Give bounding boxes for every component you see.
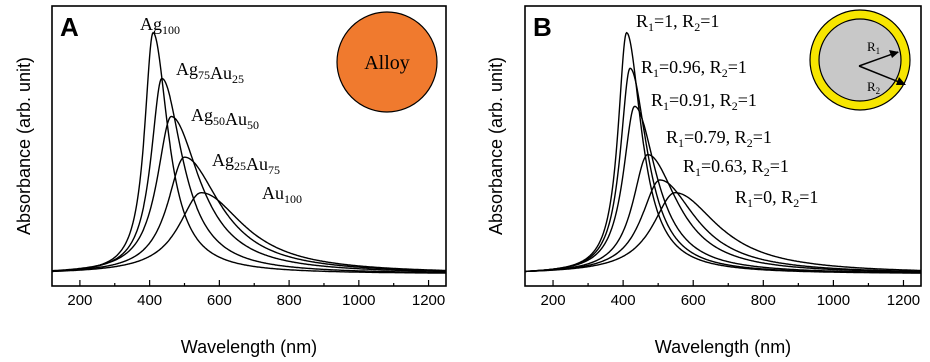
curve-label: R1=0.91, R2=1: [651, 90, 757, 113]
curve-label: Ag75Au25: [176, 59, 244, 86]
series-line-r1-0-79-r2-1: [525, 153, 921, 273]
x-tick-label: 200: [67, 292, 92, 309]
curve-label: R1=0.96, R2=1: [641, 57, 747, 80]
r2-arrow: [858, 65, 905, 85]
panel-a-plot-frame: [51, 5, 447, 287]
panel-b-curve-labels: R1=1, R2=1 R1=0.96, R2=1 R1=0.91, R2=1 R1=0…: [636, 11, 818, 210]
panel-b-letter: B: [533, 12, 552, 42]
panel-a-curves: [51, 31, 447, 274]
panel-a-curve-labels: Ag100 Ag75Au25 Ag50Au50 Ag25Au75 Au100: [140, 14, 302, 206]
series-line-ag50au50: [52, 115, 446, 273]
core-circle: [818, 18, 902, 102]
x-tick-label: 600: [681, 292, 706, 309]
series-line-ag75au25: [52, 77, 446, 274]
x-tick-label: 400: [611, 292, 636, 309]
series-line-au100: [52, 192, 447, 273]
series-line-ag25au75: [51, 156, 446, 272]
core-shell-inset: R1 R2: [809, 9, 911, 111]
panel-b-plot-frame: [524, 5, 922, 287]
series-line-r1-0-91-r2-1: [525, 105, 921, 274]
x-tick-label: 600: [207, 292, 232, 309]
r2-label: R2: [867, 79, 880, 96]
curve-label: Ag25Au75: [212, 150, 280, 177]
curve-label: Ag100: [140, 14, 180, 37]
curve-label: R1=0, R2=1: [735, 187, 818, 210]
x-tick-label: 800: [751, 292, 776, 309]
alloy-label: Alloy: [364, 52, 410, 74]
x-tick-label: 1000: [817, 292, 850, 309]
panel-a: A 200 400 600 800 1000 1200 Ag100 Ag75Au25 Ag50…: [14, 5, 447, 357]
panel-b-x-axis-title: Wavelength (nm): [655, 337, 791, 357]
x-tick-label: 1200: [887, 292, 920, 309]
curve-label: R1=0.63, R2=1: [683, 156, 789, 179]
r1-label: R1: [867, 39, 880, 56]
panel-b-y-axis-title: Absorbance (arb. unit): [486, 57, 506, 235]
series-line-r1-0-r2-1: [525, 192, 922, 273]
curve-label: R1=0.79, R2=1: [666, 127, 772, 150]
x-tick-label: 200: [541, 292, 566, 309]
panel-a-y-axis-title: Absorbance (arb. unit): [14, 57, 34, 235]
panel-b: B 200 400 600 800 1000 1200 R1=1, R2=1 R1=0.96…: [486, 5, 922, 357]
alloy-badge: Alloy: [336, 11, 438, 113]
series-line-r1-0-63-r2-1: [525, 179, 921, 273]
alloy-circle: [336, 11, 438, 113]
curve-label: Au100: [262, 183, 302, 206]
x-tick-label: 1000: [342, 292, 375, 309]
series-line-ag100: [52, 31, 446, 274]
panel-b-curves: [525, 31, 922, 274]
x-tick-label: 1200: [412, 292, 445, 309]
panel-b-x-ticks: 200 400 600 800 1000 1200: [541, 280, 920, 309]
r2-arrowhead: [896, 77, 906, 85]
x-tick-label: 400: [137, 292, 162, 309]
curve-label: Ag50Au50: [191, 105, 259, 132]
panel-a-x-axis-title: Wavelength (nm): [181, 337, 317, 357]
panel-a-x-ticks: 200 400 600 800 1000 1200: [67, 280, 445, 309]
r1-arrowhead: [889, 50, 899, 58]
panel-a-letter: A: [60, 12, 79, 42]
x-tick-label: 800: [277, 292, 302, 309]
curve-label: R1=1, R2=1: [636, 11, 719, 34]
